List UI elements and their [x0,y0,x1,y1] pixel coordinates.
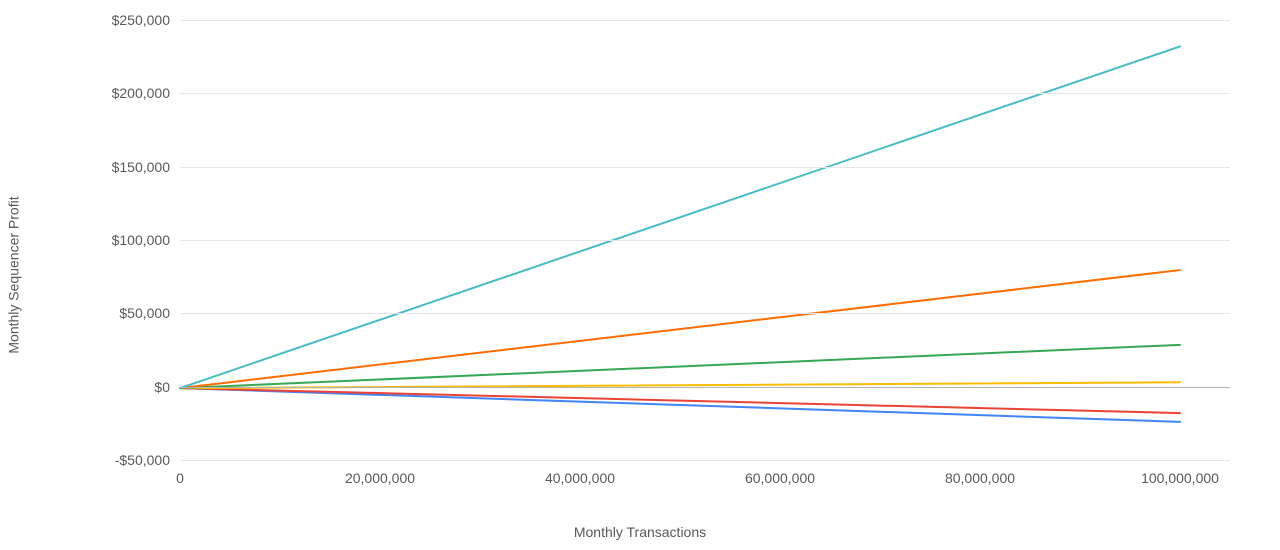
x-axis-title-text: Monthly Transactions [574,524,706,540]
x-axis-title: Monthly Transactions [0,524,1280,540]
series-line [180,388,1180,422]
y-tick-label: $0 [154,379,180,395]
plot-area: -$50,000$0$50,000$100,000$150,000$200,00… [180,20,1230,460]
series-line [180,46,1180,388]
gridline [180,387,1230,388]
gridline [180,460,1230,461]
x-tick-label: 80,000,000 [945,460,1015,486]
y-tick-label: $50,000 [119,305,180,321]
profit-chart: Monthly Sequencer Profit -$50,000$0$50,0… [0,0,1280,550]
series-line [180,388,1180,413]
x-tick-label: 100,000,000 [1141,460,1219,486]
gridline [180,93,1230,94]
series-line [180,345,1180,388]
gridline [180,167,1230,168]
y-tick-label: -$50,000 [115,452,180,468]
y-tick-label: $250,000 [112,12,180,28]
y-tick-label: $200,000 [112,85,180,101]
y-axis-title-text: Monthly Sequencer Profit [6,196,22,353]
x-tick-label: 40,000,000 [545,460,615,486]
gridline [180,20,1230,21]
x-tick-label: 60,000,000 [745,460,815,486]
y-axis-title: Monthly Sequencer Profit [0,0,28,550]
gridline [180,313,1230,314]
series-line [180,270,1180,388]
x-tick-label: 20,000,000 [345,460,415,486]
x-tick-label: 0 [176,460,184,486]
gridline [180,240,1230,241]
y-tick-label: $100,000 [112,232,180,248]
y-tick-label: $150,000 [112,159,180,175]
